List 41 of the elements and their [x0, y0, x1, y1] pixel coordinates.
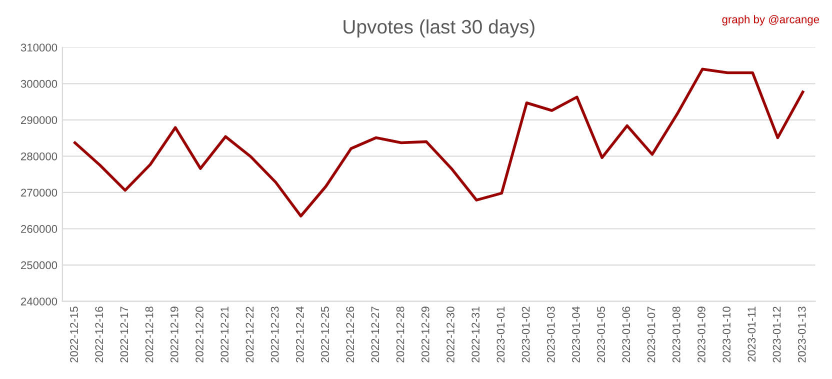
x-tick-label: 2023-01-02: [522, 306, 530, 362]
x-tick-label: 2022-12-15: [70, 306, 78, 362]
x-tick-label: 2022-12-17: [120, 306, 128, 362]
x-tick-label: 2023-01-01: [496, 306, 505, 362]
text: graph by @arcange: [722, 15, 820, 26]
x-tick-label: 2022-12-23: [270, 306, 279, 362]
x-tick-label: 2023-01-12: [772, 306, 781, 362]
x-tick-label: 2022-12-19: [170, 306, 178, 362]
x-tick-label: 2023-01-05: [597, 306, 606, 362]
line-series: [74, 68, 804, 218]
y-tick-label: 260000: [21, 225, 58, 233]
x-tick-label: 2023-01-10: [722, 306, 730, 362]
x-tick-label: 2023-01-03: [546, 306, 555, 362]
x-tick-label: 2022-12-18: [145, 306, 154, 362]
x-tick-label: 2023-01-06: [622, 306, 630, 362]
y-tick-label: 280000: [21, 152, 58, 160]
x-tick-label: 2022-12-21: [220, 306, 229, 362]
x-tick-label: 2022-12-24: [296, 306, 304, 362]
y-tick-label: 270000: [21, 188, 58, 197]
x-tick-label: 2022-12-26: [346, 306, 354, 362]
y-tick-label: 310000: [20, 44, 58, 52]
x-tick-label: 2022-12-22: [246, 306, 254, 362]
x-tick-label: 2022-12-25: [321, 306, 329, 362]
x-tick-label: 2022-12-31: [472, 306, 480, 362]
y-tick-label: 300000: [20, 80, 58, 88]
x-tick-label: 2022-12-16: [95, 306, 104, 362]
x-tick-label: 2022-12-30: [446, 306, 454, 362]
y-tick-label: 290000: [21, 116, 58, 124]
x-tick-label: 2023-01-13: [798, 306, 806, 362]
x-tick-label: 2023-01-04: [572, 306, 580, 362]
x-tick-label: 2022-12-29: [421, 306, 430, 362]
y-tick-label: 240000: [21, 298, 58, 306]
x-tick-label: 2022-12-20: [196, 306, 204, 362]
x-tick-label: 2023-01-07: [647, 306, 656, 362]
x-tick-label: 2022-12-27: [371, 306, 380, 362]
x-tick-label: 2023-01-09: [698, 306, 706, 362]
x-tick-label: 2023-01-08: [672, 306, 680, 362]
x-tick-label: 2022-12-28: [396, 306, 404, 362]
chart-title: Upvotes (last 30 days): [344, 19, 534, 38]
x-tick-label: 2023-01-11: [748, 306, 756, 362]
y-tick-label: 250000: [21, 261, 58, 270]
